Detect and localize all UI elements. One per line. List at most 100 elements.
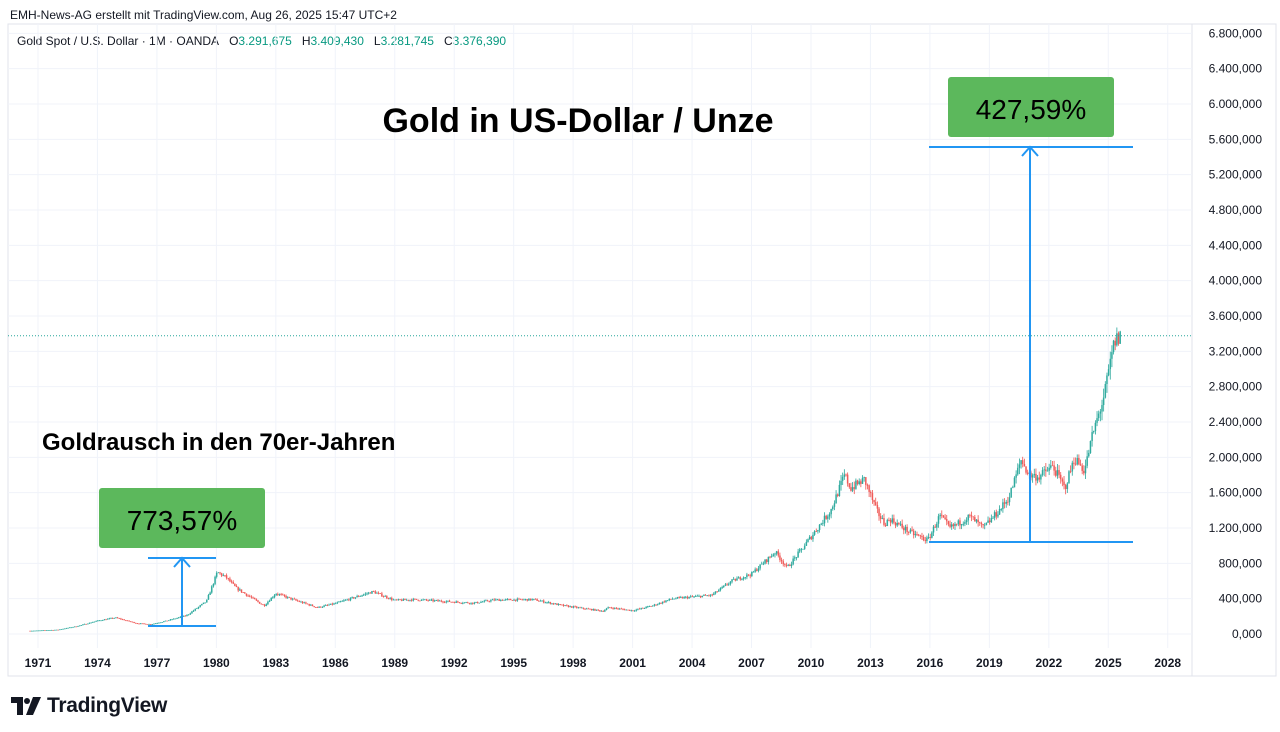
candle-body <box>189 613 192 615</box>
candle-body <box>985 522 988 525</box>
candle-body <box>334 603 337 605</box>
candle-body <box>747 574 750 576</box>
candle-body <box>1008 497 1011 503</box>
candle-body <box>916 534 918 535</box>
candle-body <box>1119 331 1121 344</box>
candle-body <box>54 629 56 631</box>
tradingview-logo[interactable]: TradingView <box>11 694 167 718</box>
candle-body <box>168 620 170 622</box>
candle-body <box>899 523 902 525</box>
candle-body <box>253 597 256 600</box>
candle-body <box>868 485 870 492</box>
candle-body <box>919 535 922 537</box>
candle-body <box>34 630 36 632</box>
candle-body <box>775 551 778 554</box>
candle-body <box>1116 333 1118 346</box>
y-tick-label: 4.400,000 <box>1209 238 1263 252</box>
candle-body <box>931 532 933 538</box>
tradingview-logo-icon <box>11 697 41 715</box>
symbol-name[interactable]: Gold Spot / U.S. Dollar · 1M · OANDA <box>17 34 220 48</box>
candle-body <box>997 514 999 517</box>
candle-body <box>501 599 504 601</box>
candle-body <box>324 605 327 606</box>
candle-body <box>531 599 533 601</box>
candle-body <box>318 606 320 608</box>
candle-body <box>557 604 560 606</box>
candle-body <box>110 617 112 619</box>
candle-body <box>1117 333 1120 344</box>
candle-body <box>270 597 273 601</box>
candle-body <box>780 559 783 562</box>
candle-body <box>615 607 618 609</box>
candle-body <box>691 596 694 598</box>
candle-body <box>139 623 142 625</box>
candle-body <box>169 619 172 621</box>
candle-body <box>911 529 913 531</box>
candle-body <box>993 512 996 518</box>
candle-body <box>438 600 441 602</box>
candle-body <box>374 591 377 594</box>
candle-body <box>235 586 238 588</box>
candle-body <box>658 602 661 605</box>
candle-body <box>921 535 923 537</box>
candle-body <box>865 477 867 485</box>
candle-body <box>328 604 330 606</box>
candle-body <box>665 600 667 603</box>
candle-body <box>974 517 976 522</box>
candle-body <box>655 604 657 606</box>
candle-body <box>627 609 629 611</box>
candle-body <box>255 599 258 601</box>
candle-body <box>481 601 484 603</box>
candle-body <box>1005 501 1008 504</box>
candle-body <box>471 602 474 604</box>
candle-body <box>623 609 626 611</box>
candle-body <box>590 608 593 611</box>
candle-body <box>1104 384 1107 398</box>
candle-body <box>230 581 233 583</box>
candle-body <box>295 599 297 601</box>
candle-body <box>260 603 263 605</box>
y-tick-label: 3.200,000 <box>1209 344 1263 358</box>
candle-body <box>466 602 469 604</box>
candle-body <box>1106 375 1108 385</box>
candle-body <box>610 607 613 609</box>
candle-body <box>866 484 869 486</box>
y-tick-label: 400,000 <box>1219 592 1263 606</box>
candle-body <box>1053 465 1055 471</box>
candle-body <box>739 577 742 580</box>
candle-body <box>1101 405 1103 412</box>
candle-body <box>422 599 424 601</box>
candle-body <box>115 617 117 619</box>
x-tick-label: 2013 <box>857 656 884 670</box>
candle-body <box>159 622 162 624</box>
candle-body <box>932 526 935 533</box>
candle-body <box>90 622 92 624</box>
candle-body <box>283 594 286 596</box>
candle-body <box>214 576 216 584</box>
candle-body <box>298 601 301 602</box>
measure-label-1: 773,57% <box>99 488 265 548</box>
candle-body <box>675 598 677 600</box>
candle-body <box>587 608 590 610</box>
candle-body <box>537 600 540 602</box>
candle-body <box>138 623 140 625</box>
candle-body <box>151 624 154 625</box>
candle-body <box>1031 475 1034 478</box>
candle-body <box>850 487 852 491</box>
candle-body <box>457 601 459 603</box>
candle-body <box>204 602 206 604</box>
candle-body <box>417 599 420 601</box>
candle-body <box>143 623 145 625</box>
candle-body <box>873 500 875 503</box>
candle-body <box>840 480 842 485</box>
candle-body <box>92 622 94 623</box>
candle-body <box>428 599 431 601</box>
candle-body <box>351 597 353 599</box>
candle-body <box>600 610 603 612</box>
candle-body <box>521 599 524 601</box>
candle-body <box>387 598 390 599</box>
candle-body <box>987 520 989 523</box>
candle-body <box>822 523 824 525</box>
candle-body <box>1023 463 1026 467</box>
